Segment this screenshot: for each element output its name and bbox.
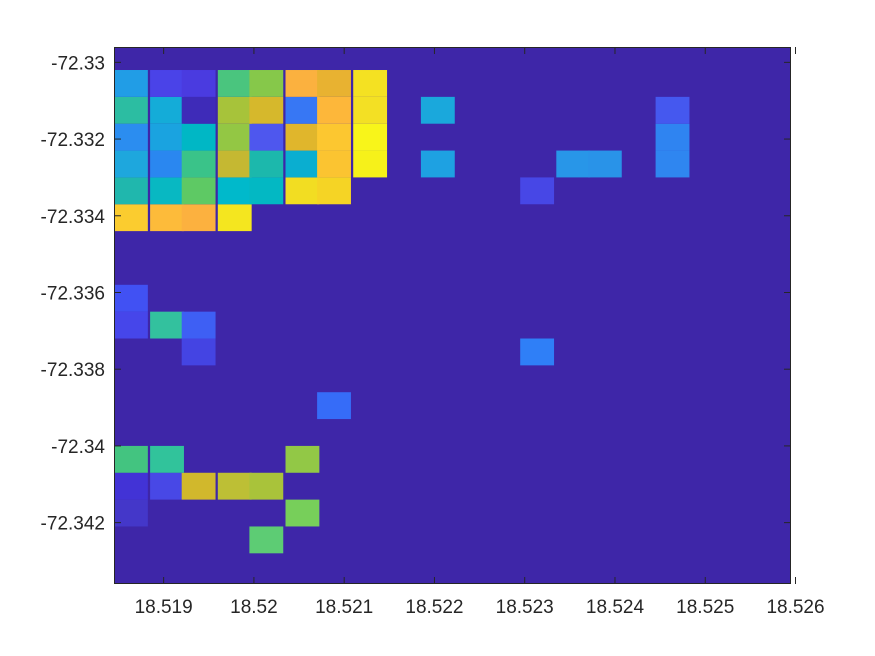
- heatmap-cell: [249, 151, 283, 178]
- heatmap-cell: [218, 177, 252, 204]
- heatmap-cell: [353, 151, 387, 178]
- heatmap-cell: [218, 124, 252, 151]
- x-tick-label: 18.519: [135, 597, 193, 618]
- x-tick-label: 18.522: [405, 597, 463, 618]
- y-tick-label: -72.338: [41, 360, 105, 381]
- y-tick-label: -72.34: [51, 437, 105, 458]
- heatmap-cell: [520, 177, 554, 204]
- heatmap-cell: [656, 97, 690, 124]
- heatmap-cell: [182, 70, 216, 97]
- heatmap-cell: [353, 70, 387, 97]
- plot-background: [114, 47, 791, 584]
- y-tick-label: -72.342: [41, 514, 105, 535]
- heatmap-cell: [114, 285, 148, 312]
- x-tick-label: 18.526: [766, 597, 824, 618]
- heatmap-cell: [150, 124, 184, 151]
- heatmap-cell: [218, 70, 252, 97]
- heatmap-cell: [182, 204, 216, 231]
- heatmap-cell: [656, 124, 690, 151]
- heatmap-cell: [182, 339, 216, 366]
- y-tick-label: -72.334: [41, 207, 106, 228]
- heatmap-cell: [218, 473, 252, 500]
- heatmap-cell: [286, 124, 320, 151]
- heatmap-cell: [150, 177, 184, 204]
- x-tick-label: 18.524: [586, 597, 645, 618]
- heatmap-cell: [182, 312, 216, 339]
- heatmap-cell: [249, 70, 283, 97]
- heatmap-cell: [218, 204, 252, 231]
- heatmap-cell: [286, 70, 320, 97]
- heatmap-cell: [182, 473, 216, 500]
- x-tick-label: 18.523: [496, 597, 554, 618]
- heatmap-cell: [249, 97, 283, 124]
- heatmap-cell: [656, 151, 690, 178]
- heatmap-cell: [114, 124, 148, 151]
- heatmap-cell: [353, 124, 387, 151]
- heatmap-cell: [317, 97, 351, 124]
- heatmap-cell: [249, 473, 283, 500]
- heatmap-cell: [114, 70, 148, 97]
- x-tick-label: 18.52: [230, 597, 278, 618]
- heatmap-cell: [114, 473, 148, 500]
- y-tick-label: -72.33: [51, 53, 105, 74]
- heatmap-cell: [150, 473, 184, 500]
- heatmap-cell: [150, 204, 184, 231]
- heatmap-cell: [286, 446, 320, 473]
- heatmap-cell: [182, 124, 216, 151]
- heatmap-cell: [520, 339, 554, 366]
- heatmap-cell: [114, 97, 148, 124]
- heatmap-cell: [249, 177, 283, 204]
- heatmap-cell: [286, 500, 320, 527]
- plot-area: [114, 47, 791, 584]
- heatmap-cell: [114, 312, 148, 339]
- heatmap-cell: [114, 204, 148, 231]
- heatmap-cell: [317, 124, 351, 151]
- heatmap-cell: [150, 70, 184, 97]
- heatmap-cell: [182, 97, 216, 124]
- heatmap-cell: [421, 97, 455, 124]
- heatmap-cell: [249, 526, 283, 553]
- heatmap-cell: [286, 151, 320, 178]
- heatmap-cell: [317, 392, 351, 419]
- heatmap-cell: [218, 97, 252, 124]
- heatmap-cell: [218, 151, 252, 178]
- heatmap-cell: [286, 97, 320, 124]
- heatmap-cell: [556, 151, 590, 178]
- heatmap-cell: [150, 97, 184, 124]
- heatmap-cell: [114, 177, 148, 204]
- heatmap-cell: [286, 177, 320, 204]
- heatmap-cell: [588, 151, 622, 178]
- heatmap-cell: [150, 151, 184, 178]
- y-tick-label: -72.336: [41, 283, 105, 304]
- heatmap-cell: [317, 151, 351, 178]
- heatmap-cell: [114, 446, 148, 473]
- heatmap-cell: [150, 446, 184, 473]
- y-tick-label: -72.332: [41, 130, 105, 151]
- heatmap-cell: [249, 124, 283, 151]
- heatmap-cell: [182, 177, 216, 204]
- heatmap-cell: [182, 151, 216, 178]
- heatmap-cell: [114, 151, 148, 178]
- heatmap-cell: [317, 177, 351, 204]
- heatmap-cell: [150, 312, 184, 339]
- x-tick-label: 18.521: [315, 597, 373, 618]
- heatmap-cell: [421, 151, 455, 178]
- x-tick-label: 18.525: [676, 597, 734, 618]
- heatmap-cell: [317, 70, 351, 97]
- heatmap-cell: [353, 97, 387, 124]
